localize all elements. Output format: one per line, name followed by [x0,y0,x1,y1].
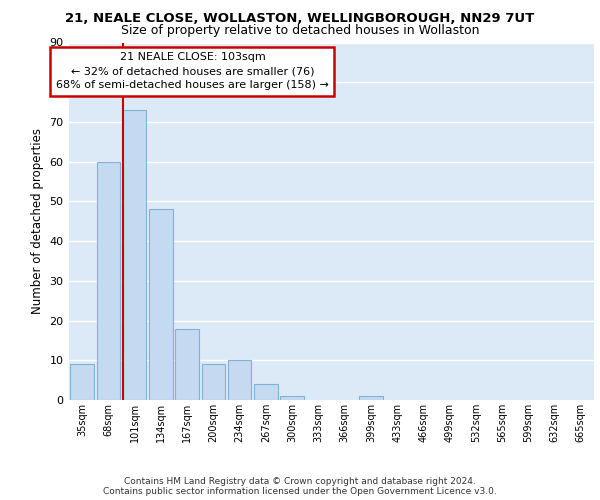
Text: Size of property relative to detached houses in Wollaston: Size of property relative to detached ho… [121,24,479,37]
Bar [254,384,278,400]
Text: 21 NEALE CLOSE: 103sqm
← 32% of detached houses are smaller (76)
68% of semi-det: 21 NEALE CLOSE: 103sqm ← 32% of detached… [56,52,329,90]
Bar [228,360,251,400]
Text: Contains HM Land Registry data © Crown copyright and database right 2024.
Contai: Contains HM Land Registry data © Crown c… [103,476,497,496]
Y-axis label: Number of detached properties: Number of detached properties [31,128,44,314]
Bar [175,328,199,400]
Bar [359,396,383,400]
Text: 21, NEALE CLOSE, WOLLASTON, WELLINGBOROUGH, NN29 7UT: 21, NEALE CLOSE, WOLLASTON, WELLINGBOROU… [65,12,535,26]
Bar [149,210,173,400]
Bar [97,162,120,400]
Bar [202,364,225,400]
Bar [280,396,304,400]
Bar [123,110,146,400]
Bar [70,364,94,400]
